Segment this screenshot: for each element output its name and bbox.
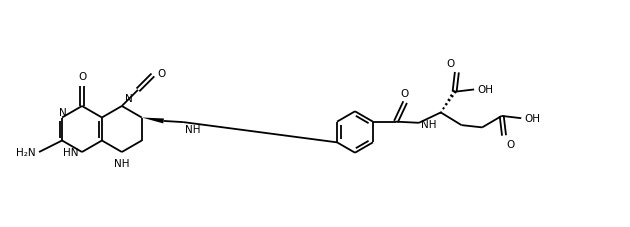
Text: O: O [78,72,86,82]
Text: HN: HN [62,147,78,157]
Text: H₂N: H₂N [16,147,36,157]
Text: O: O [157,69,165,79]
Text: N: N [59,107,67,117]
Text: N: N [125,94,132,104]
Text: NH: NH [114,158,130,168]
Text: O: O [447,59,455,69]
Text: OH: OH [477,85,493,95]
Text: OH: OH [524,114,541,124]
Polygon shape [142,118,164,124]
Text: NH: NH [185,125,201,135]
Text: NH: NH [421,119,437,129]
Text: O: O [506,140,514,150]
Text: O: O [400,89,408,99]
